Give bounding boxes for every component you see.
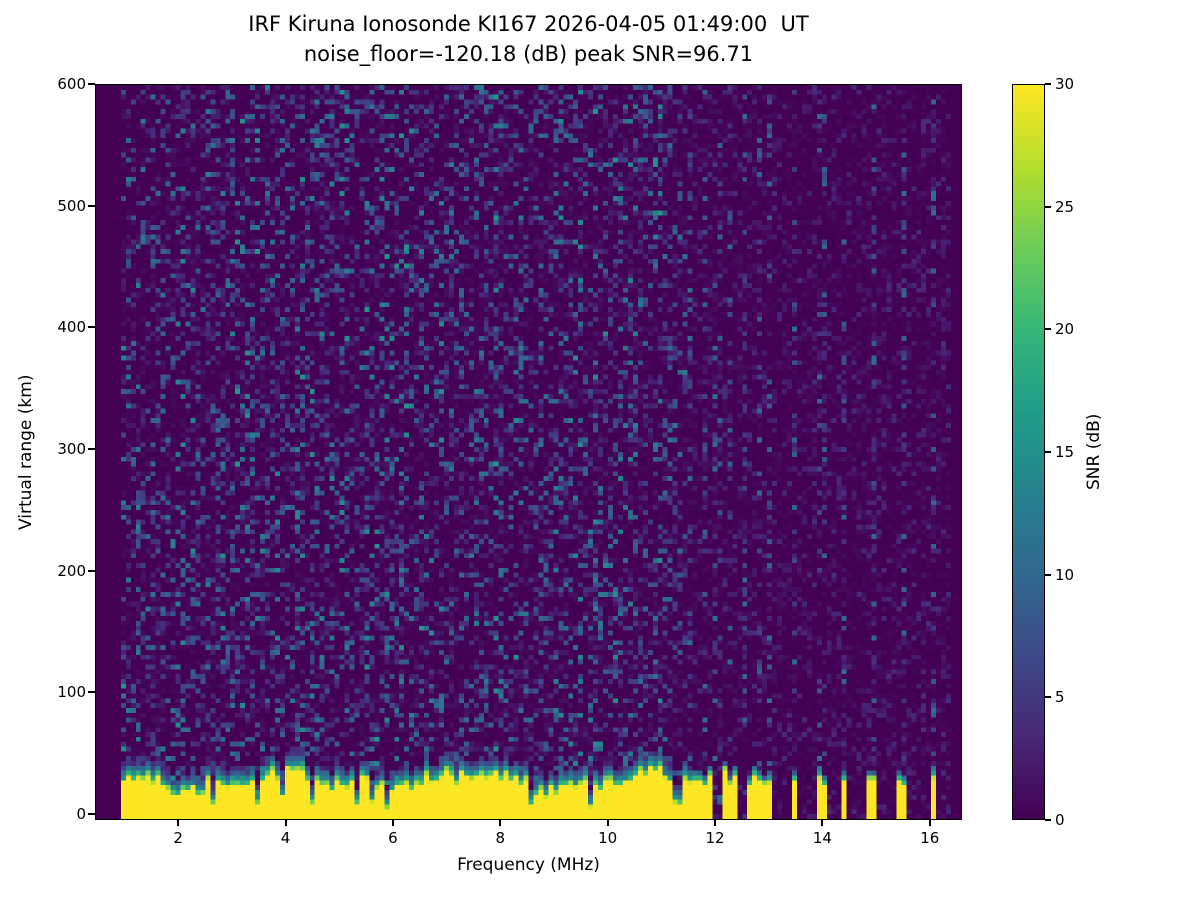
x-tick-mark <box>928 820 931 826</box>
y-tick-label: 300 <box>57 439 86 458</box>
x-axis-label: Frequency (MHz) <box>457 855 600 875</box>
heatmap-plot-area <box>95 84 962 820</box>
y-tick-label: 200 <box>57 561 86 580</box>
colorbar-tick-label: 25 <box>1055 197 1075 216</box>
colorbar-tick-label: 20 <box>1055 320 1075 339</box>
x-tick-mark <box>177 820 180 826</box>
x-tick-mark <box>821 820 824 826</box>
chart-subtitle: noise_floor=-120.18 (dB) peak SNR=96.71 <box>303 42 754 66</box>
y-tick-label: 0 <box>76 804 86 823</box>
colorbar-tick-label: 30 <box>1055 75 1075 93</box>
y-tick-mark <box>88 691 95 694</box>
y-tick-mark <box>88 326 95 329</box>
y-tick-label: 500 <box>57 196 86 215</box>
colorbar-tick-mark <box>1045 328 1051 331</box>
y-tick-mark <box>88 83 95 85</box>
colorbar-tick-mark <box>1045 573 1051 576</box>
colorbar-tick-mark <box>1045 819 1051 821</box>
y-tick-mark <box>88 204 95 207</box>
colorbar-tick-label: 10 <box>1055 565 1075 584</box>
ionogram-heatmap-canvas <box>96 85 961 819</box>
colorbar-tick-mark <box>1045 83 1051 85</box>
x-tick-label: 10 <box>598 829 618 847</box>
x-tick-mark <box>606 820 609 826</box>
colorbar-tick-label: 0 <box>1055 811 1065 829</box>
colorbar-tick-mark <box>1045 696 1051 699</box>
y-tick-label: 400 <box>57 318 86 337</box>
x-tick-label: 16 <box>920 829 940 847</box>
y-tick-label: 600 <box>57 75 86 93</box>
x-tick-label: 6 <box>388 829 398 847</box>
x-tick-label: 2 <box>173 829 183 847</box>
x-tick-mark <box>284 820 287 826</box>
colorbar <box>1012 84 1045 820</box>
colorbar-tick-label: 15 <box>1055 443 1075 461</box>
x-tick-label: 14 <box>812 829 832 847</box>
x-tick-mark <box>499 820 502 826</box>
x-tick-label: 12 <box>705 829 725 847</box>
chart-title: IRF Kiruna Ionosonde KI167 2026-04-05 01… <box>248 12 809 36</box>
y-tick-label: 100 <box>57 683 86 702</box>
colorbar-tick-mark <box>1045 451 1051 453</box>
y-tick-mark <box>88 447 95 450</box>
y-tick-mark <box>88 812 95 815</box>
colorbar-canvas <box>1013 85 1044 819</box>
x-tick-mark <box>391 820 394 826</box>
x-tick-mark <box>714 820 717 826</box>
x-tick-label: 4 <box>280 829 291 847</box>
colorbar-tick-label: 5 <box>1055 688 1065 707</box>
x-tick-label: 8 <box>495 829 506 847</box>
y-tick-mark <box>88 569 95 572</box>
colorbar-tick-mark <box>1045 205 1051 208</box>
